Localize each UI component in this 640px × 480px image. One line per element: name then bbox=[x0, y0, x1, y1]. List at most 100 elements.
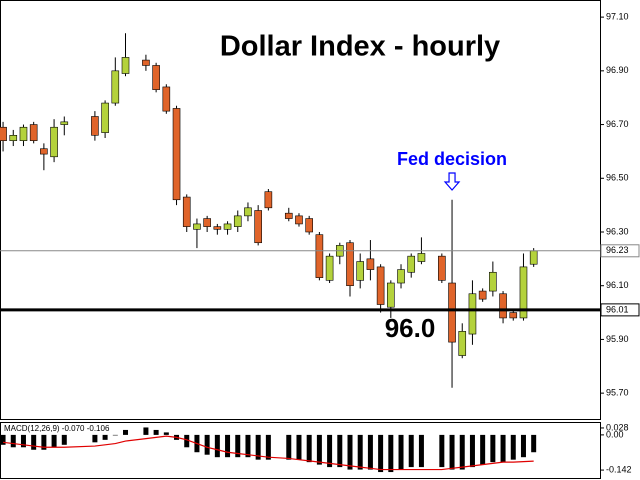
candle-body bbox=[40, 148, 48, 155]
candle-body bbox=[223, 223, 232, 230]
macd-bar bbox=[153, 429, 159, 435]
macd-bar bbox=[20, 434, 26, 448]
candle-body bbox=[376, 266, 385, 305]
candle-body bbox=[346, 242, 354, 287]
candle-body bbox=[60, 121, 69, 125]
chart-title: Dollar Index - hourly bbox=[220, 31, 500, 63]
candle-body bbox=[101, 102, 109, 133]
candle-body bbox=[458, 331, 467, 356]
candle-body bbox=[233, 215, 242, 227]
candle-body bbox=[91, 116, 99, 136]
candle-body bbox=[295, 215, 303, 225]
candle-body bbox=[407, 255, 416, 273]
y-tick-label: 96.30 bbox=[606, 226, 629, 236]
macd-bar bbox=[245, 434, 251, 458]
macd-bar bbox=[235, 434, 241, 458]
macd-bar bbox=[337, 434, 343, 468]
support-box bbox=[600, 303, 640, 317]
macd-bar bbox=[0, 434, 6, 445]
macd-bar bbox=[398, 434, 404, 470]
macd-bar bbox=[316, 434, 322, 465]
macd-bar bbox=[531, 434, 537, 453]
y-tick-label: 96.90 bbox=[606, 65, 629, 75]
candle-body bbox=[468, 293, 477, 335]
candle-body bbox=[519, 266, 528, 319]
candle-body bbox=[193, 223, 201, 230]
candle-body bbox=[315, 234, 324, 278]
candle-body bbox=[478, 290, 487, 300]
macd-bar bbox=[418, 434, 424, 468]
y-tick-label: 96.50 bbox=[606, 173, 629, 183]
candle-body bbox=[284, 212, 293, 219]
candle-body bbox=[254, 210, 262, 244]
annotation: Fed decision bbox=[397, 149, 507, 169]
macd-bar bbox=[500, 434, 506, 463]
candle-body bbox=[529, 250, 538, 265]
y-tick-label: 0.028 bbox=[606, 422, 629, 432]
candle-body bbox=[387, 282, 395, 308]
annotation-arrow bbox=[443, 172, 461, 191]
macd-bar bbox=[31, 434, 37, 450]
y-tick-label: 96.70 bbox=[606, 119, 629, 129]
macd-bar bbox=[459, 434, 465, 470]
annotation: 96.0 bbox=[385, 313, 436, 343]
candle-body bbox=[417, 253, 426, 262]
signal-line bbox=[2, 435, 534, 471]
macd-bar bbox=[347, 434, 353, 470]
candle-body bbox=[152, 65, 160, 90]
last-price-box bbox=[600, 244, 640, 258]
candle-body bbox=[448, 282, 456, 343]
macd-bar bbox=[265, 434, 271, 460]
macd-bar bbox=[490, 434, 496, 463]
main-frame bbox=[0, 0, 601, 420]
macd-bar bbox=[296, 434, 302, 460]
macd-bar bbox=[480, 434, 486, 465]
candle-body bbox=[203, 218, 211, 227]
macd-bar bbox=[378, 434, 384, 473]
y-tick-label: 96.10 bbox=[606, 280, 629, 290]
macd-bar bbox=[112, 434, 118, 436]
candle-body bbox=[438, 255, 446, 281]
macd-bar bbox=[367, 434, 373, 470]
macd-bar bbox=[10, 434, 16, 448]
candle-body bbox=[111, 70, 120, 104]
macd-bar bbox=[520, 434, 526, 458]
macd-bar bbox=[439, 434, 445, 468]
candle-body bbox=[19, 126, 28, 141]
macd-title: MACD(12,26,9) -0.070 -0.106 bbox=[4, 424, 110, 433]
candle-body bbox=[50, 126, 58, 158]
macd-bar bbox=[225, 434, 231, 458]
candle-body bbox=[172, 108, 181, 201]
macd-bar bbox=[92, 434, 98, 443]
candle-body bbox=[121, 57, 130, 74]
candle-body bbox=[142, 59, 150, 66]
macd-frame bbox=[0, 422, 601, 479]
macd-bar bbox=[163, 432, 169, 435]
candle-body bbox=[489, 271, 497, 292]
macd-bar bbox=[143, 427, 149, 435]
candle-body bbox=[9, 134, 18, 141]
candle-body bbox=[509, 312, 518, 319]
support-label: 96.01 bbox=[606, 304, 629, 314]
macd-bar bbox=[255, 434, 261, 460]
candle-body bbox=[162, 86, 171, 112]
last-price-label: 96.23 bbox=[606, 245, 629, 255]
candle-body bbox=[499, 293, 507, 319]
macd-bar bbox=[204, 434, 210, 455]
macd-bar bbox=[41, 434, 47, 450]
macd-bar bbox=[286, 434, 292, 460]
macd-bar bbox=[469, 434, 475, 468]
candle-body bbox=[366, 258, 375, 270]
y-tick-label: -0.142 bbox=[606, 464, 632, 474]
candle-body bbox=[182, 196, 191, 227]
candle-body bbox=[397, 269, 405, 284]
candle-body bbox=[325, 255, 334, 281]
macd-bar bbox=[214, 434, 220, 458]
macd-bar bbox=[408, 434, 414, 468]
macd-bar bbox=[184, 434, 190, 448]
candle-body bbox=[29, 124, 38, 141]
macd-bar bbox=[102, 434, 108, 440]
candle-body bbox=[356, 261, 365, 281]
macd-bar bbox=[449, 434, 455, 470]
